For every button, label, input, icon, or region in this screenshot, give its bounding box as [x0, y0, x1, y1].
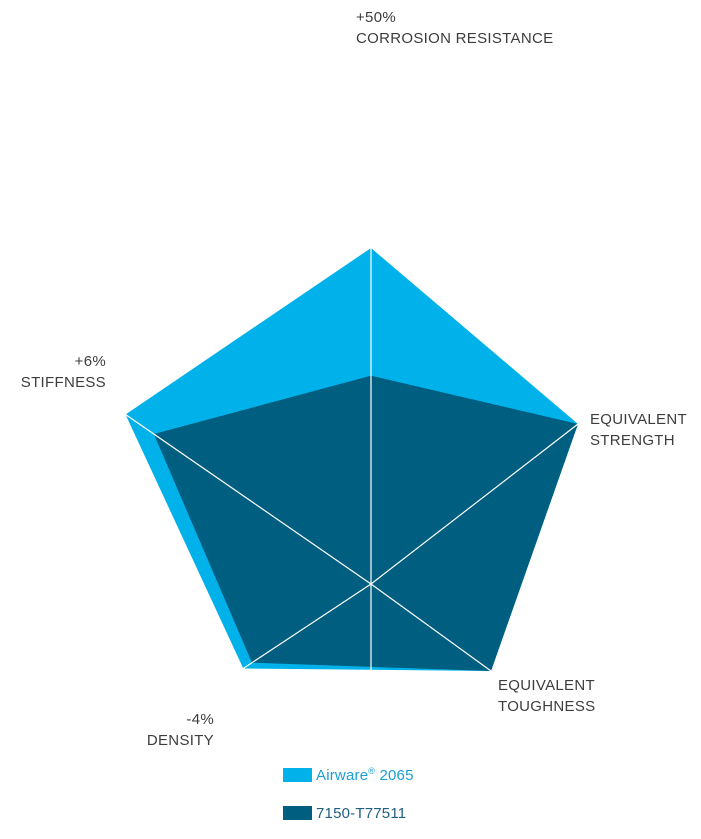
registered-mark: ®: [368, 766, 376, 776]
series-area-7150: [153, 375, 578, 671]
legend: Airware® 2065 7150-T77511: [283, 763, 414, 839]
legend-airware-prefix: Airware: [316, 767, 369, 784]
axis-label-equivalent-strength: EQUIVALENT STRENGTH: [590, 409, 687, 451]
legend-airware-suffix: 2065: [375, 767, 414, 784]
axis-name-corrosion: CORROSION RESISTANCE: [356, 30, 554, 47]
axis-name-density: DENSITY: [146, 732, 214, 749]
axis-name-toughness: EQUIVALENT TOUGHNESS: [498, 677, 596, 715]
legend-swatch-7150: [283, 806, 312, 820]
axis-label-stiffness: +6% STIFFNESS: [6, 351, 106, 393]
axis-name-stiffness: STIFFNESS: [20, 374, 106, 391]
axis-value-density: -4%: [186, 711, 214, 728]
legend-swatch-airware: [283, 768, 312, 782]
axis-name-strength: EQUIVALENT STRENGTH: [590, 411, 687, 449]
axis-label-equivalent-toughness: EQUIVALENT TOUGHNESS: [498, 675, 608, 717]
axis-spoke-2: [370, 583, 492, 672]
legend-label-7150: 7150-T77511: [316, 804, 407, 822]
legend-item-airware: Airware® 2065: [283, 763, 414, 787]
axis-spoke-1: [370, 423, 579, 585]
axis-label-density: -4% DENSITY: [138, 709, 214, 751]
radar-chart: [125, 248, 579, 672]
legend-item-7150: 7150-T77511: [283, 801, 414, 825]
axis-spoke-3: [242, 583, 372, 669]
axis-value-stiffness: +6%: [74, 353, 106, 370]
axis-spoke-4: [125, 413, 372, 585]
axis-label-corrosion-resistance: +50% CORROSION RESISTANCE: [356, 7, 553, 49]
legend-label-airware: Airware® 2065: [316, 766, 414, 784]
axis-value-corrosion: +50%: [356, 9, 396, 26]
